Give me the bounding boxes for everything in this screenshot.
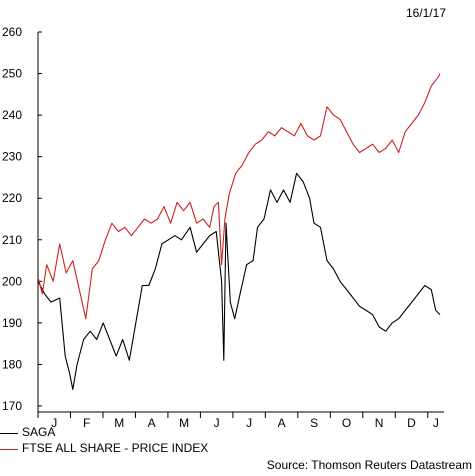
y-tick-label: 180 [2,357,22,371]
legend-label-ftse: FTSE ALL SHARE - PRICE INDEX [22,441,209,455]
series-line-ftse [37,73,441,320]
y-axis: 170 180 190 200 210 220 230 240 250 260 [2,25,42,413]
y-tick-label: 260 [2,25,22,39]
x-tick-label: N [375,416,384,430]
y-tick-label: 250 [2,67,22,81]
x-tick-label: D [407,416,416,430]
y-tick-label: 170 [2,399,22,413]
series-line-saga [37,172,441,390]
x-tick-label: A [148,416,156,430]
y-tick-label: 230 [2,150,22,164]
x-tick-label: F [83,416,90,430]
x-tick-label: J [246,416,252,430]
x-tick-label: J [433,416,439,430]
series-layer [37,73,441,390]
y-tick-label: 220 [2,191,22,205]
y-tick-label: 200 [2,274,22,288]
x-tick-label: O [342,416,351,430]
y-tick-label: 240 [2,108,22,122]
date-label: 16/1/17 [405,6,446,20]
legend-swatch-saga [0,433,18,434]
legend-swatch-ftse [0,449,18,450]
x-tick-label: A [278,416,286,430]
x-tick-label: M [114,416,124,430]
legend-label-saga: SAGA [22,425,56,439]
x-tick-label: J [214,416,220,430]
x-tick-label: J [51,416,57,430]
y-tick-label: 190 [2,316,22,330]
x-tick-label: M [179,416,189,430]
x-tick-label: S [310,416,318,430]
y-tick-label: 210 [2,233,22,247]
source-note: Source: Thomson Reuters Datastream [266,458,472,472]
